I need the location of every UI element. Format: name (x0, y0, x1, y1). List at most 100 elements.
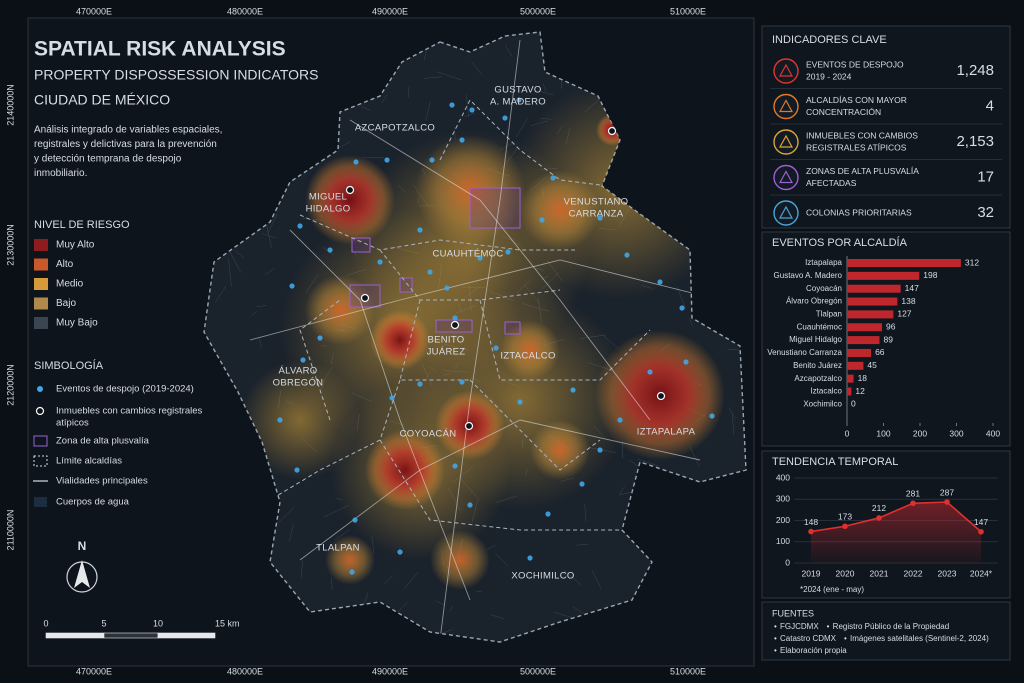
legend-symbol (35, 406, 45, 416)
y-tick-label: 300 (776, 494, 790, 504)
risk-hotspot (365, 430, 445, 510)
high-value-zone (504, 321, 521, 335)
event-dot (452, 315, 458, 321)
source-item: Elaboración propia (780, 646, 847, 655)
panel-title: INDICADORES CLAVE (772, 34, 887, 46)
legend-label: Eventos de despojo (2019-2024) (56, 384, 194, 395)
street (464, 112, 476, 117)
district-label: BENITO (428, 335, 465, 346)
street (436, 71, 462, 81)
atypical-property (607, 126, 617, 136)
coord-label: 490000E (372, 666, 408, 676)
event-dot (459, 379, 465, 385)
risk-hotspot (520, 170, 600, 250)
indicator-label: ALCALDÍAS CON MAYOR (806, 95, 907, 105)
event-dot (545, 511, 551, 517)
event-dot (297, 223, 303, 229)
street (300, 560, 303, 578)
scale-bar (103, 632, 159, 639)
indicator-label: AFECTADAS (806, 178, 857, 188)
indicator-label: COLONIAS PRIORITARIAS (806, 207, 912, 217)
atypical-property (656, 391, 666, 401)
atypical-property (360, 293, 370, 303)
street (542, 83, 546, 92)
district-boundary (269, 379, 401, 501)
source-item: Catastro CDMX (780, 634, 837, 643)
coord-label: 470000E (76, 666, 112, 676)
event-dot (389, 395, 395, 401)
y-tick-label: 200 (776, 515, 790, 525)
legend-label: Zona de alta plusvalía (56, 436, 150, 447)
legend-label: Límite alcaldías (56, 456, 122, 467)
legend-label: Muy Bajo (56, 318, 98, 329)
indicator-value: 32 (977, 204, 994, 221)
x-tick-label: 400 (986, 428, 1000, 438)
description: Análisis integrado de variables espacial… (34, 125, 222, 136)
street (361, 106, 371, 111)
event-dot (597, 215, 603, 221)
district-boundary (439, 99, 601, 186)
event-dot (505, 249, 511, 255)
indicator-value: 1,248 (956, 62, 994, 79)
value-label: 138 (901, 296, 915, 306)
description: registrales y delictivas para la prevenc… (34, 139, 217, 150)
value-label: 287 (940, 487, 954, 497)
event-dot (597, 447, 603, 453)
event-dot (459, 137, 465, 143)
main-road (249, 259, 721, 341)
scale-label: 0 (43, 618, 48, 628)
street (490, 614, 504, 619)
event-dot (617, 417, 623, 423)
district-label: MIGUEL (309, 192, 347, 203)
district-label: AZCAPOTZALCO (355, 123, 435, 134)
street (515, 118, 528, 138)
x-tick-label: 300 (949, 428, 963, 438)
y-tick-label: Iztacalco (810, 387, 842, 396)
y-tick-label: Tlalpan (816, 310, 842, 319)
line-point (910, 500, 916, 507)
event-dot (477, 255, 483, 261)
value-label: 212 (872, 503, 886, 513)
indicator-value: 4 (986, 97, 994, 114)
event-dot (493, 345, 499, 351)
street (676, 286, 686, 309)
indicator-label: EVENTOS DE DESPOJO (806, 59, 904, 69)
indicator-icon (773, 200, 799, 226)
line-area (811, 502, 981, 563)
street (235, 250, 245, 259)
district-boundary (479, 299, 651, 381)
district-label: CUAUHTÉMOC (432, 249, 503, 260)
street (278, 507, 295, 523)
street (288, 523, 294, 543)
map (203, 31, 747, 643)
indicator-icon (773, 164, 799, 191)
legend-label: Medio (56, 279, 84, 290)
event-dot (516, 97, 522, 103)
x-tick-label: 2021 (870, 568, 889, 578)
district-label: IZTACALCO (500, 351, 555, 362)
event-dot (527, 555, 533, 561)
coord-label: 490000E (372, 6, 408, 16)
panel (761, 25, 1011, 229)
street (267, 214, 278, 234)
legend-title: SIMBOLOGÍA (34, 359, 104, 372)
district-label: A. MADERO (490, 97, 546, 108)
legend-label: Vialidades principales (56, 476, 148, 487)
legend-symbol (33, 435, 48, 447)
street (228, 258, 232, 287)
street (637, 459, 659, 467)
street (215, 285, 227, 303)
bullet: • (827, 622, 830, 631)
main-road (299, 419, 701, 561)
chart-title: EVENTOS POR ALCALDÍA (772, 236, 908, 249)
event-dot (384, 157, 390, 163)
street (487, 544, 496, 550)
street (425, 101, 431, 121)
district-boundary (379, 249, 561, 301)
event-dot (502, 115, 508, 121)
legend-label: Inmuebles con cambios registrales (56, 406, 203, 417)
district-label: TLALPAN (316, 543, 360, 554)
value-label: 147 (974, 517, 988, 527)
risk-hotspot (305, 155, 395, 245)
